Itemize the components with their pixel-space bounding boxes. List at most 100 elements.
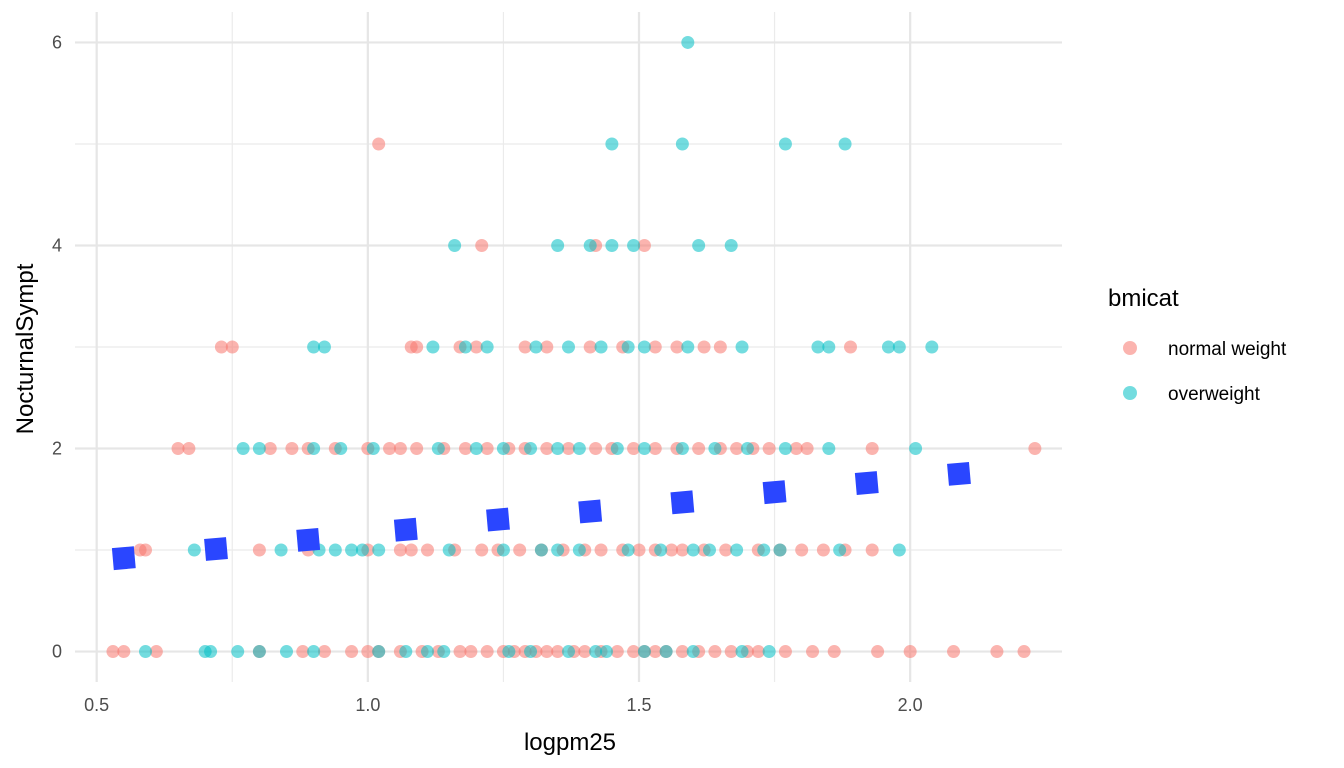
point-overweight (610, 442, 624, 456)
point-predicted (111, 546, 136, 571)
point-overweight (735, 645, 749, 659)
point-overweight (757, 543, 771, 557)
point-normal-weight (345, 645, 359, 659)
point-normal-weight (464, 645, 478, 659)
legend-label-overweight: overweight (1168, 384, 1261, 405)
point-normal-weight (865, 442, 879, 456)
point-normal-weight (648, 340, 662, 354)
point-overweight (372, 543, 386, 557)
point-overweight (675, 442, 689, 456)
point-normal-weight (708, 645, 722, 659)
point-predicted (296, 527, 321, 552)
legend-label-normal-weight: normal weight (1168, 339, 1287, 360)
point-overweight (399, 645, 413, 659)
point-normal-weight (865, 543, 879, 557)
point-overweight (274, 543, 288, 557)
point-predicted (670, 490, 695, 515)
point-normal-weight (361, 645, 375, 659)
point-normal-weight (410, 340, 424, 354)
point-normal-weight (632, 543, 646, 557)
point-overweight (366, 442, 380, 456)
point-overweight (599, 645, 613, 659)
point-overweight (605, 238, 619, 252)
point-overweight (524, 645, 538, 659)
point-overweight (355, 543, 369, 557)
point-overweight (372, 645, 386, 659)
x-tick-labels: 0.5 1.0 1.5 2.0 (84, 695, 922, 715)
point-overweight (681, 35, 695, 49)
point-normal-weight (117, 645, 131, 659)
point-overweight (345, 543, 359, 557)
point-overweight (925, 340, 939, 354)
point-overweight (686, 543, 700, 557)
point-overweight (762, 645, 776, 659)
point-overweight (534, 543, 548, 557)
point-overweight (703, 543, 716, 557)
point-overweight (686, 645, 700, 659)
point-overweight (236, 442, 250, 456)
point-normal-weight (692, 442, 706, 456)
point-normal-weight (518, 340, 532, 354)
x-tick-label: 2.0 (898, 695, 923, 715)
point-normal-weight (627, 442, 641, 456)
point-normal-weight (1017, 645, 1031, 659)
point-normal-weight (513, 543, 527, 557)
point-overweight (659, 645, 673, 659)
point-overweight (187, 543, 201, 557)
y-tick-labels: 0 2 4 6 (52, 32, 62, 661)
point-normal-weight (453, 645, 467, 659)
point-normal-weight (296, 645, 310, 659)
point-normal-weight (648, 442, 662, 456)
point-normal-weight (610, 645, 624, 659)
point-normal-weight (713, 340, 727, 354)
point-normal-weight (540, 442, 554, 456)
point-normal-weight (214, 340, 228, 354)
point-normal-weight (947, 645, 961, 659)
point-overweight (627, 238, 641, 252)
point-normal-weight (730, 442, 744, 456)
point-overweight (252, 442, 266, 456)
point-normal-weight (480, 645, 494, 659)
point-overweight (730, 543, 744, 557)
point-normal-weight (139, 543, 152, 557)
point-overweight (328, 543, 342, 557)
y-tick-label: 6 (52, 32, 62, 52)
point-overweight (307, 645, 321, 659)
point-normal-weight (871, 645, 885, 659)
point-normal-weight (578, 645, 592, 659)
point-normal-weight (458, 442, 472, 456)
point-overweight (496, 442, 510, 456)
point-overweight (437, 645, 451, 659)
point-normal-weight (540, 340, 554, 354)
point-normal-weight (648, 645, 662, 659)
legend-title: bmicat (1108, 285, 1179, 312)
point-normal-weight (393, 543, 407, 557)
point-overweight (317, 340, 331, 354)
point-overweight (307, 340, 321, 354)
point-overweight (605, 137, 619, 151)
point-normal-weight (903, 645, 917, 659)
point-overweight (529, 340, 543, 354)
point-overweight (892, 543, 906, 557)
legend: bmicat normal weight overweight (1108, 285, 1287, 405)
point-overweight (654, 543, 668, 557)
point-normal-weight (675, 543, 689, 557)
point-predicted (204, 537, 228, 561)
point-normal-weight (171, 442, 185, 456)
point-overweight (833, 543, 847, 557)
point-normal-weight (469, 340, 483, 354)
point-normal-weight (844, 340, 857, 354)
point-normal-weight (675, 645, 689, 659)
point-overweight (594, 340, 608, 354)
point-normal-weight (800, 442, 814, 456)
point-normal-weight (225, 340, 239, 354)
point-predicted (486, 507, 510, 532)
point-overweight (778, 137, 792, 151)
point-normal-weight (589, 442, 603, 456)
point-overweight (551, 442, 565, 456)
point-normal-weight (421, 543, 434, 557)
point-overweight (231, 645, 245, 659)
point-normal-weight (404, 543, 418, 557)
point-normal-weight (751, 645, 765, 659)
point-normal-weight (670, 340, 684, 354)
